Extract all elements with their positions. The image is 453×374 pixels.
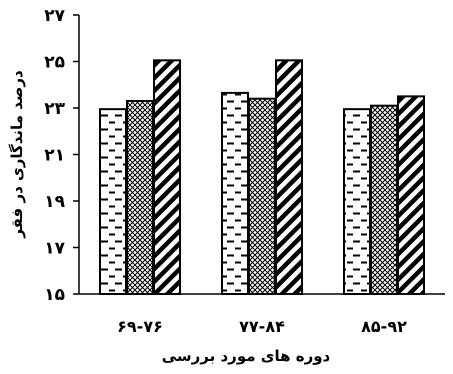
bar-diagonal-1: [153, 59, 181, 296]
y-tick-label: ۱۷: [44, 239, 65, 259]
x-axis-title: دوره های مورد بررسی: [162, 347, 331, 365]
y-tick-label: ۱۵: [44, 285, 65, 305]
bar-crosshatch-3: [370, 104, 398, 295]
bar-dashes-1: [99, 108, 127, 295]
x-axis-category-labels: ۶۹-۷۶ ۷۷-۸۴ ۸۵-۹۲: [117, 317, 407, 336]
y-tick-label: ۲۷: [44, 6, 65, 26]
bar-diagonal-3: [397, 95, 425, 295]
bar-diagonal-2: [275, 59, 303, 296]
bars: [99, 59, 425, 296]
x-category-label: ۷۷-۸۴: [239, 317, 285, 336]
y-tick-label: ۲۱: [44, 146, 65, 166]
y-axis-tick-labels: ۱۵ ۱۷ ۱۹ ۲۱ ۲۳ ۲۵ ۲۷: [44, 6, 65, 305]
y-tick-label: ۱۹: [44, 192, 65, 212]
x-category-label: ۶۹-۷۶: [117, 317, 163, 336]
y-axis-ticks: [73, 14, 79, 295]
y-tick-label: ۲۵: [44, 53, 65, 73]
bar-crosshatch-2: [248, 97, 276, 295]
y-axis-title: درصد ماندگاری در فقر: [8, 70, 26, 239]
y-tick-label: ۲۳: [44, 99, 65, 119]
x-category-label: ۸۵-۹۲: [361, 317, 407, 336]
bar-dashes-2: [221, 91, 249, 295]
bar-dashes-3: [343, 108, 371, 295]
bar-crosshatch-1: [126, 100, 154, 296]
